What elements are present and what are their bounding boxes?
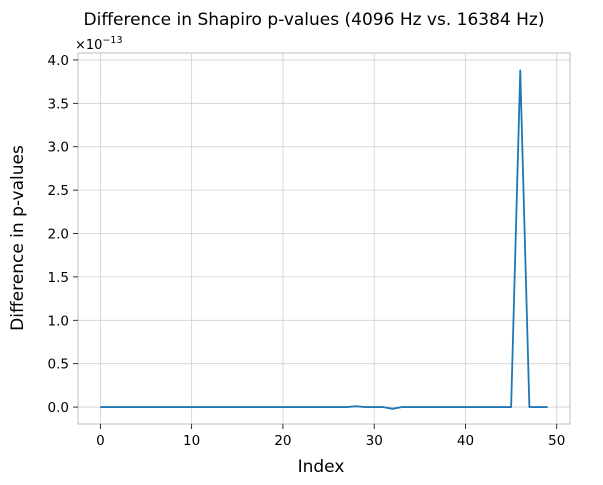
y-tick-label: 2.5 <box>48 183 69 199</box>
y-tick-label: 2.0 <box>48 227 69 243</box>
y-axis-label: Difference in p-values <box>8 145 28 331</box>
offset-base: ×10 <box>75 38 102 53</box>
plot-area-frame <box>77 52 571 425</box>
y-tick-label: 3.0 <box>48 140 69 156</box>
x-axis-label: Index <box>298 457 345 477</box>
x-tick-label: 20 <box>274 433 291 449</box>
y-axis-ticks: 0.0 0.5 1.0 1.5 2.0 2.5 3.0 3.5 4.0 <box>48 53 78 416</box>
grid <box>78 53 570 424</box>
x-axis-ticks: 0 10 20 30 40 50 <box>96 424 565 449</box>
x-tick-label: 30 <box>366 433 383 449</box>
chart-title: Difference in Shapiro p-values (4096 Hz … <box>84 10 545 30</box>
y-tick-label: 0.0 <box>48 400 69 416</box>
y-tick-label: 0.5 <box>48 357 69 373</box>
offset-exponent: −13 <box>102 35 122 46</box>
y-axis-offset-text: ×10−13 <box>75 35 123 53</box>
series-line <box>100 69 548 410</box>
series-layer <box>100 69 548 410</box>
x-tick-label: 10 <box>183 433 200 449</box>
x-tick-label: 40 <box>457 433 474 449</box>
y-tick-label: 1.5 <box>48 270 69 286</box>
y-tick-label: 4.0 <box>48 53 69 69</box>
x-tick-label: 50 <box>548 433 565 449</box>
x-tick-label: 0 <box>96 433 105 449</box>
y-tick-label: 3.5 <box>48 96 69 112</box>
y-tick-label: 1.0 <box>48 313 69 329</box>
